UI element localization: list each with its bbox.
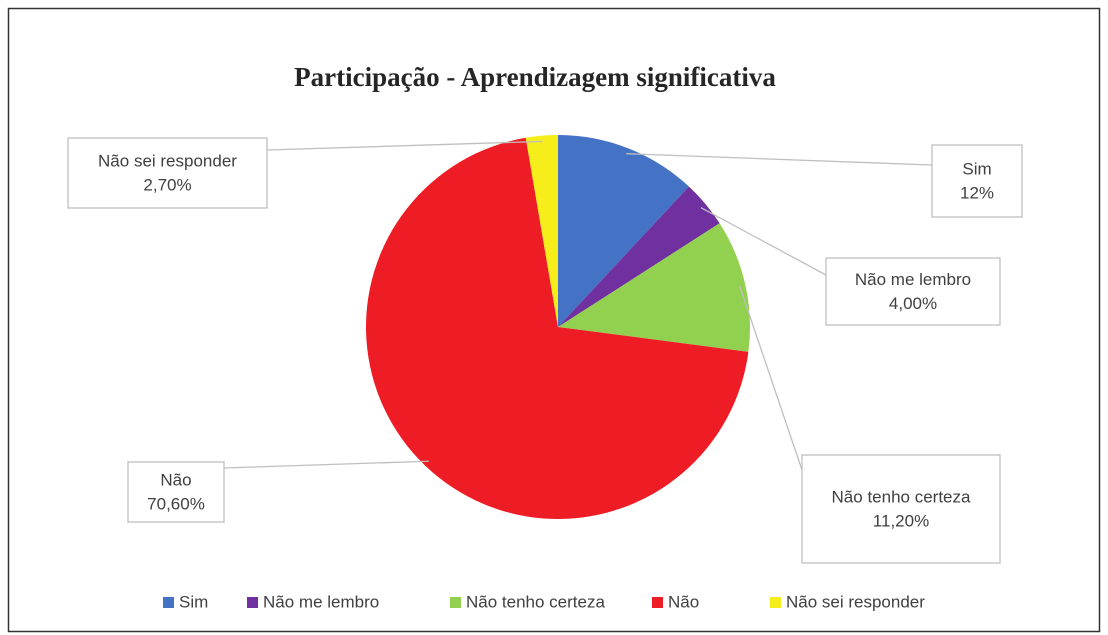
leader-line (739, 286, 803, 471)
data-label-value: 11,20% (873, 511, 929, 530)
legend-swatch (163, 597, 174, 608)
data-label-box (931, 144, 1023, 218)
data-label-name: Não tenho certeza (832, 487, 971, 506)
data-label-box (801, 454, 1001, 564)
data-label-value: 70,60% (147, 494, 205, 513)
data-label-box (127, 461, 225, 523)
legend-label: Não (668, 592, 699, 611)
leader-line (700, 207, 827, 276)
data-label-value: 2,70% (143, 175, 191, 194)
data-label-value: 4,00% (889, 294, 937, 313)
data-label-value: 12% (960, 183, 994, 202)
legend-label: Não sei responder (786, 592, 925, 611)
leader-line (626, 153, 933, 166)
data-label-name: Sim (962, 159, 991, 178)
pie-slice (558, 135, 689, 327)
data-label-name: Não (160, 470, 191, 489)
legend-label: Sim (179, 592, 208, 611)
chart-title: Participação - Aprendizagem significativ… (294, 62, 776, 92)
legend-swatch (770, 597, 781, 608)
pie-slice (366, 137, 749, 520)
legend-swatch (247, 597, 258, 608)
legend-swatch (652, 597, 663, 608)
leader-line (266, 140, 543, 151)
legend-label: Não tenho certeza (466, 592, 605, 611)
data-label-name: Não sei responder (98, 151, 237, 170)
data-label-box (67, 137, 268, 209)
pie-slice (525, 135, 558, 327)
data-label-box (825, 257, 1001, 326)
leader-line (223, 460, 429, 469)
legend-swatch (450, 597, 461, 608)
pie-slice (558, 223, 750, 352)
legend-label: Não me lembro (263, 592, 379, 611)
data-label-name: Não me lembro (855, 270, 971, 289)
pie-slice (558, 186, 720, 327)
